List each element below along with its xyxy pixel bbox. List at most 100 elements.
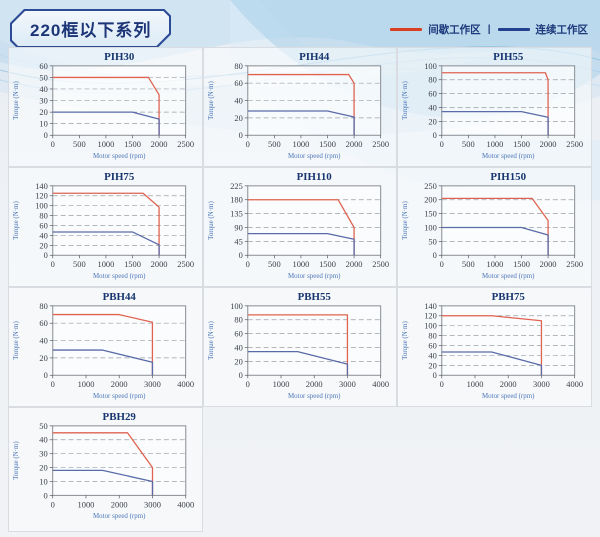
svg-text:0: 0 [433, 250, 437, 260]
legend-label-intermittent: 间歇工作区 [428, 24, 481, 36]
chart-title: PBH55 [297, 291, 331, 303]
svg-text:225: 225 [230, 181, 243, 191]
chart-cell-PBH75: PBH75 0 20 40 60 80 100 120 140 0 1000 2000 3000 4000… [397, 287, 592, 407]
series-continuous [52, 111, 160, 136]
svg-text:60: 60 [234, 78, 242, 88]
plot-area [441, 65, 576, 136]
chart-PIH110: PIH110 0 45 90 135 180 225 0 500 1000 1500 2000 2500… [207, 171, 389, 280]
svg-text:200: 200 [425, 195, 438, 205]
y-axis-label: Torque (N·m) [401, 81, 409, 120]
svg-text:80: 80 [234, 315, 242, 325]
svg-text:2500: 2500 [567, 259, 584, 269]
x-axis-label: Motor speed (rpm) [288, 272, 340, 280]
svg-text:2000: 2000 [151, 139, 168, 149]
svg-text:0: 0 [44, 490, 48, 500]
svg-text:40: 40 [39, 336, 47, 346]
svg-text:100: 100 [425, 61, 438, 71]
svg-text:4000: 4000 [177, 499, 194, 509]
svg-text:80: 80 [429, 331, 437, 341]
svg-text:80: 80 [429, 75, 437, 85]
svg-text:120: 120 [35, 191, 48, 201]
series-intermittent [442, 72, 550, 136]
svg-text:20: 20 [429, 116, 437, 126]
svg-text:60: 60 [234, 329, 242, 339]
svg-text:2000: 2000 [345, 259, 362, 269]
y-axis-label: Torque (N·m) [12, 201, 20, 240]
x-axis-label: Motor speed (rpm) [93, 512, 145, 520]
svg-text:20: 20 [234, 356, 242, 366]
page-title: 220框以下系列 [30, 21, 152, 40]
y-axis-label: Torque (N·m) [207, 201, 215, 240]
svg-text:0: 0 [51, 379, 55, 389]
svg-text:40: 40 [234, 96, 242, 106]
svg-text:120: 120 [425, 311, 438, 321]
svg-text:140: 140 [425, 301, 438, 311]
svg-text:2000: 2000 [540, 139, 557, 149]
svg-text:60: 60 [429, 340, 437, 350]
x-axis-label: Motor speed (rpm) [93, 272, 145, 280]
svg-text:2000: 2000 [540, 259, 557, 269]
svg-text:0: 0 [238, 130, 242, 140]
svg-text:50: 50 [39, 72, 47, 82]
series-continuous [247, 351, 348, 376]
svg-text:4000: 4000 [372, 379, 389, 389]
chart-cell-PIH55: PIH55 0 20 40 60 80 100 0 500 1000 1500 2000 2500 Tor… [397, 47, 592, 167]
intermittent-line-swatch-icon [390, 28, 423, 31]
svg-text:0: 0 [51, 499, 55, 509]
svg-text:0: 0 [440, 259, 444, 269]
chart-cell-PIH75: PIH75 0 20 40 60 80 100 120 140 0 500 1000 1500 2000 2… [8, 167, 203, 287]
x-axis-label: Motor speed (rpm) [288, 392, 340, 400]
series-intermittent [52, 192, 160, 256]
svg-text:100: 100 [425, 321, 438, 331]
chart-PBH29: PBH29 0 10 20 30 40 50 0 1000 2000 3000 4000 Torque … [12, 411, 194, 520]
chart-cell-PIH30: PIH30 0 10 20 30 40 50 60 0 500 1000 1500 2000 2500 To… [8, 47, 203, 167]
svg-text:40: 40 [39, 84, 47, 94]
plot-area [52, 425, 187, 496]
svg-text:20: 20 [39, 240, 47, 250]
svg-text:100: 100 [35, 201, 48, 211]
svg-text:1000: 1000 [98, 259, 115, 269]
svg-text:2500: 2500 [372, 259, 389, 269]
legend: 间歇工作区 | 连续工作区 [390, 22, 588, 37]
chart-title: PBH29 [103, 411, 137, 423]
svg-text:1000: 1000 [98, 139, 115, 149]
svg-text:1500: 1500 [319, 139, 336, 149]
plot-area [52, 185, 187, 256]
svg-text:40: 40 [429, 350, 437, 360]
y-axis-label: Torque (N·m) [207, 81, 215, 120]
svg-text:2500: 2500 [567, 139, 584, 149]
svg-text:100: 100 [230, 301, 243, 311]
svg-text:500: 500 [268, 259, 281, 269]
svg-text:150: 150 [425, 209, 438, 219]
chart-title: PBH75 [492, 291, 526, 303]
svg-text:2000: 2000 [111, 499, 128, 509]
series-continuous [52, 231, 160, 256]
svg-text:3000: 3000 [339, 379, 356, 389]
svg-text:1500: 1500 [124, 139, 141, 149]
svg-text:0: 0 [440, 139, 444, 149]
svg-text:45: 45 [234, 236, 242, 246]
svg-text:20: 20 [429, 360, 437, 370]
svg-text:40: 40 [39, 230, 47, 240]
svg-text:1500: 1500 [319, 259, 336, 269]
svg-text:1500: 1500 [124, 259, 141, 269]
svg-text:3000: 3000 [144, 499, 161, 509]
x-axis-label: Motor speed (rpm) [93, 392, 145, 400]
chart-cell-PBH44: PBH44 0 20 40 60 80 0 1000 2000 3000 4000 Torque (N… [8, 287, 203, 407]
y-axis-label: Torque (N·m) [12, 321, 20, 360]
svg-text:60: 60 [39, 318, 47, 328]
svg-text:80: 80 [39, 211, 47, 221]
svg-text:20: 20 [234, 113, 242, 123]
svg-text:0: 0 [44, 130, 48, 140]
svg-text:1000: 1000 [487, 139, 504, 149]
svg-text:0: 0 [44, 370, 48, 380]
series-intermittent [52, 76, 160, 136]
svg-text:10: 10 [39, 119, 47, 129]
chart-cell-PIH44: PIH44 0 20 40 60 80 0 500 1000 1500 2000 2500 Torque… [202, 47, 398, 167]
chart-cell-PBH29: PBH29 0 10 20 30 40 50 0 1000 2000 3000 4000 Torque … [8, 407, 203, 532]
series-intermittent [247, 73, 355, 136]
